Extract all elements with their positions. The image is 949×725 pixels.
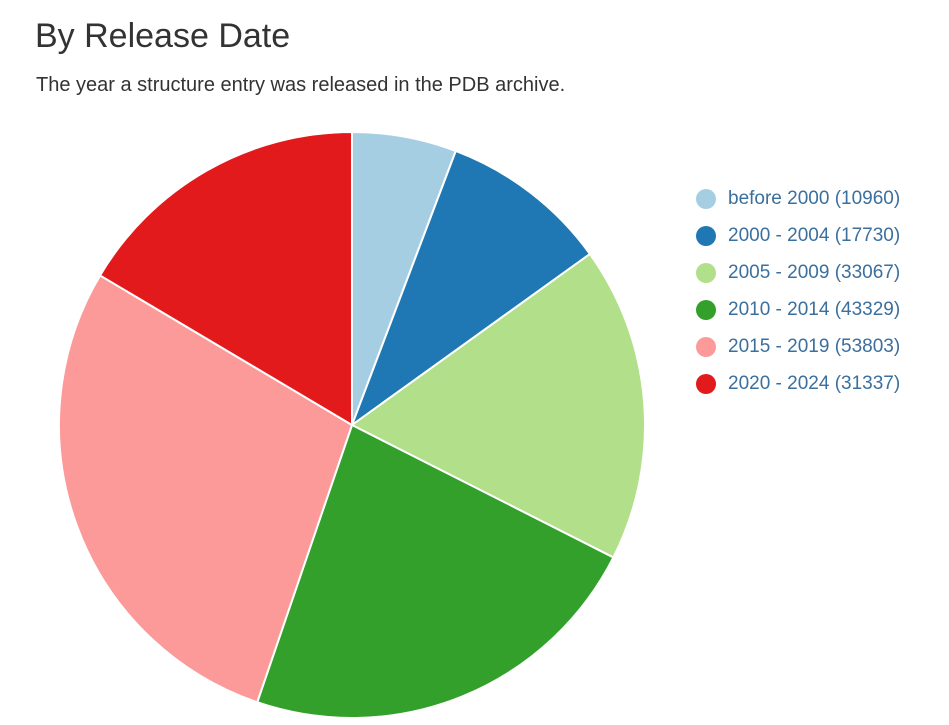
legend-item-4[interactable]: 2015 - 2019 (53803) [694,336,900,373]
pie-slice-1[interactable] [351,149,591,426]
legend-swatch-icon [696,300,716,320]
chart-title: By Release Date [35,17,291,55]
legend-item-0[interactable]: before 2000 (10960) [694,188,900,225]
legend-swatch-icon [696,337,716,357]
legend-label: 2010 - 2014 (43329) [728,299,901,320]
legend-item-5[interactable]: 2020 - 2024 (31337) [694,373,900,410]
legend-label: 2015 - 2019 (53803) [728,336,901,357]
legend-label: 2005 - 2009 (33067) [728,262,901,283]
chart-legend: before 2000 (10960) 2000 - 2004 (17730) 20… [694,188,900,410]
legend-swatch-icon [696,263,716,283]
pie-slice-3[interactable] [256,424,615,720]
legend-label: 2020 - 2024 (31337) [728,373,901,394]
legend-swatch-icon [696,374,716,394]
pie-slice-5[interactable] [99,131,353,426]
legend-label: 2000 - 2004 (17730) [728,225,901,246]
legend-item-3[interactable]: 2010 - 2014 (43329) [694,299,900,336]
chart-subtitle: The year a structure entry was released … [36,74,566,96]
legend-item-1[interactable]: 2000 - 2004 (17730) [694,225,900,262]
legend-item-2[interactable]: 2005 - 2009 (33067) [694,262,900,299]
legend-swatch-icon [696,226,716,246]
pie-slice-2[interactable] [351,253,647,559]
legend-label: before 2000 (10960) [728,188,901,209]
legend-swatch-icon [696,189,716,209]
